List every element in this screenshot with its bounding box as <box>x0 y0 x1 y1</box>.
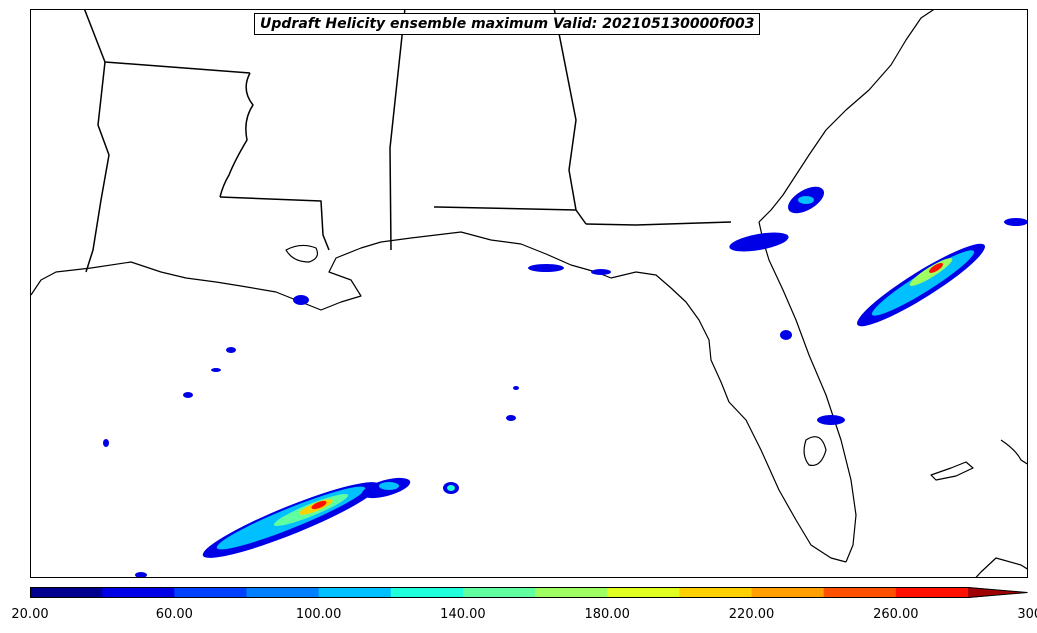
colorbar-segment <box>390 587 464 598</box>
colorbar-tick-label: 60.00 <box>155 607 193 622</box>
colorbar-segment <box>246 587 320 598</box>
coast-southeast <box>758 10 935 223</box>
border-texas-louisiana <box>85 61 110 273</box>
map-canvas[interactable] <box>31 10 1028 578</box>
coast-carolina <box>1000 439 1027 465</box>
swath-gulf-southwest <box>202 477 459 558</box>
colorbar-segment <box>462 587 536 598</box>
colorbar-segment <box>823 587 897 598</box>
colorbar-segment <box>751 587 825 598</box>
border-al-ga <box>553 10 587 225</box>
colorbar-tick-label: 140.00 <box>440 607 486 622</box>
swath-georgia-coast <box>729 186 825 252</box>
colorbar-extend-arrow <box>968 587 1028 598</box>
colorbar-segment <box>102 587 175 598</box>
border-ar-la-north <box>83 10 251 74</box>
state-borders <box>83 10 732 273</box>
colorbar-segment <box>535 587 608 598</box>
coast-florida-gulf <box>610 271 847 563</box>
colorbar-tick-label: 300.00 <box>1017 607 1037 622</box>
colorbar-tick-label: 220.00 <box>728 607 775 622</box>
coastline <box>31 10 1027 577</box>
map-title: Updraft Helicity ensemble maximum Valid:… <box>254 13 761 35</box>
colorbar <box>30 587 1028 598</box>
lake-pontchartrain <box>285 244 319 263</box>
colorbar-tick-label: 20.00 <box>11 607 49 622</box>
colorbar-tick-label: 260.00 <box>873 607 919 622</box>
colorbar-segment <box>174 587 247 598</box>
bahamas-island <box>930 461 974 481</box>
map-frame[interactable] <box>30 9 1028 578</box>
helicity-swaths <box>103 186 1027 577</box>
colorbar-segment <box>30 587 103 598</box>
border-ga-fl <box>585 221 732 226</box>
swath-florida-misc <box>103 264 845 577</box>
colorbar-tick-label: 100.00 <box>295 607 342 622</box>
colorbar-tick-label: 180.00 <box>584 607 630 622</box>
colorbar-segment <box>679 587 753 598</box>
coast-texas-louisiana <box>31 231 612 311</box>
border-la-ms-south <box>219 196 330 251</box>
swath-atlantic-northeast <box>857 218 1027 327</box>
border-mississippi-river <box>219 72 254 198</box>
colorbar-segment <box>607 587 680 598</box>
colorbar-segment <box>318 587 392 598</box>
border-ms-al <box>389 10 406 251</box>
colorbar-segment <box>895 587 969 598</box>
coast-florida-atlantic <box>758 221 857 563</box>
border-al-fl <box>434 206 577 211</box>
lake-okeechobee <box>803 436 827 467</box>
colorbar-outline <box>30 587 1028 598</box>
cuba-tip <box>975 557 1027 577</box>
